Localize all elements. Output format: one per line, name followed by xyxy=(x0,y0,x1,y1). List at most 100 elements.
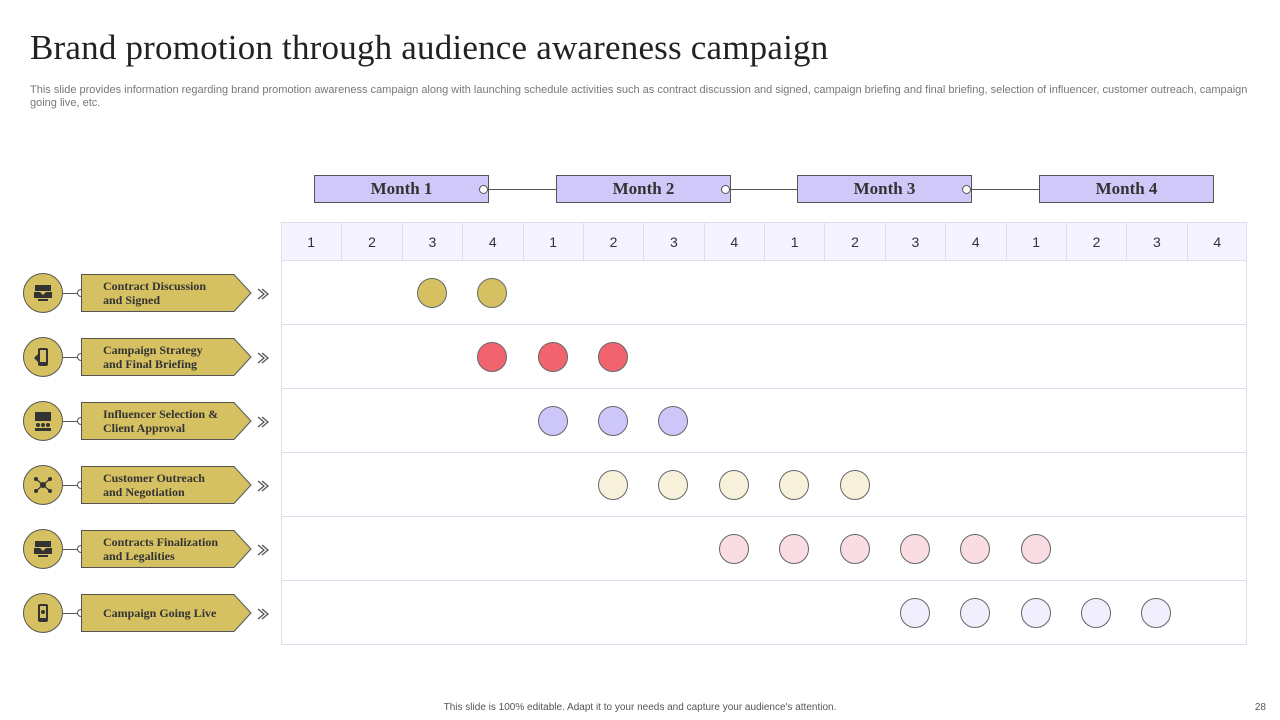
month-connector-line xyxy=(972,189,1039,190)
month-connector-dot xyxy=(479,185,488,194)
mobile-strategy-icon xyxy=(32,346,54,368)
week-number: 3 xyxy=(1126,222,1186,261)
schedule-dot xyxy=(477,278,508,308)
schedule-dot xyxy=(899,534,930,564)
activity-label: Campaign Going Live xyxy=(103,594,243,632)
slide-title: Brand promotion through audience awarene… xyxy=(30,28,829,67)
schedule-dot xyxy=(1141,598,1172,628)
week-number: 1 xyxy=(307,233,316,250)
week-number: 4 xyxy=(703,222,764,261)
handshake-icon xyxy=(32,282,54,304)
week-number: 2 xyxy=(341,222,401,261)
activity-label: Customer Outreach and Negotiation xyxy=(103,466,243,504)
activity-row xyxy=(281,325,1247,389)
schedule-dot xyxy=(658,470,689,500)
week-number: 3 xyxy=(884,222,945,261)
activity-label-tag: Customer Outreach and Negotiation xyxy=(81,466,252,504)
week-number: 2 xyxy=(1065,222,1126,261)
activity-connector-line xyxy=(63,613,81,614)
activity-label-tag: Campaign Going Live xyxy=(81,594,252,632)
schedule-dot xyxy=(598,342,629,372)
activity-connector-line xyxy=(63,421,81,422)
activity-row xyxy=(281,517,1247,581)
schedule-dot xyxy=(1081,598,1112,628)
week-number: 4 xyxy=(462,222,522,261)
activity-label: Contract Discussion and Signed xyxy=(103,274,243,312)
page-number: 28 xyxy=(1254,702,1266,713)
slide-footer: This slide is 100% editable. Adapt it to… xyxy=(443,702,837,713)
activity-connector-line xyxy=(63,357,81,358)
schedule-dot xyxy=(1020,534,1051,564)
month-connector-dot xyxy=(962,185,971,194)
mobile-live-icon xyxy=(32,602,54,624)
activity-label-line2: and Negotiation xyxy=(103,485,185,499)
month-connector-line xyxy=(731,189,797,190)
schedule-dot xyxy=(960,534,991,564)
activity-label-line2: and Final Briefing xyxy=(103,357,198,371)
activity-label-tag: Influencer Selection & Client Approval xyxy=(81,402,252,440)
activity-label: Contracts Finalization and Legalities xyxy=(103,530,243,568)
month-header: Month 1 xyxy=(314,175,489,203)
chevron-right-icon xyxy=(256,607,270,620)
week-number: 4 xyxy=(945,222,1005,261)
activity-label-line2: Client Approval xyxy=(103,421,186,435)
activity-label-line1: Campaign Strategy xyxy=(103,343,203,357)
month-header: Month 4 xyxy=(1039,175,1214,203)
week-number: 3 xyxy=(643,222,703,261)
week-number: 1 xyxy=(1005,222,1066,261)
week-number: 3 xyxy=(401,222,462,261)
activity-icon-badge xyxy=(23,529,63,569)
month-header: Month 2 xyxy=(556,175,731,203)
schedule-dot xyxy=(416,278,447,308)
activity-row xyxy=(281,453,1247,517)
month-header: Month 3 xyxy=(797,175,972,203)
activity-label-tag: Contract Discussion and Signed xyxy=(81,274,252,312)
activity-label-line1: Campaign Going Live xyxy=(103,606,217,620)
activity-connector-line xyxy=(63,293,81,294)
activity-icon-badge xyxy=(23,593,63,633)
week-number: 4 xyxy=(1186,222,1247,261)
activity-label-line1: Customer Outreach xyxy=(103,471,205,485)
activity-label-line1: Contract Discussion xyxy=(103,279,207,293)
activity-label-line2: and Signed xyxy=(103,293,161,307)
activity-label: Influencer Selection & Client Approval xyxy=(103,402,243,440)
activity-icon-badge xyxy=(23,337,63,377)
activity-label-line1: Influencer Selection & xyxy=(103,407,219,421)
schedule-dot xyxy=(598,470,629,500)
handshake-icon xyxy=(32,538,54,560)
slide-subtitle: This slide provides information regardin… xyxy=(30,84,1248,109)
week-number: 2 xyxy=(582,222,643,261)
activity-label-tag: Campaign Strategy and Final Briefing xyxy=(81,338,252,376)
activity-label-tag: Contracts Finalization and Legalities xyxy=(81,530,252,568)
chevron-right-icon xyxy=(256,287,270,300)
activity-label: Campaign Strategy and Final Briefing xyxy=(103,338,243,376)
schedule-dot xyxy=(658,406,689,436)
schedule-dot xyxy=(899,598,930,628)
activity-connector-line xyxy=(63,549,81,550)
activity-connector-line xyxy=(63,485,81,486)
month-connector-dot xyxy=(721,185,730,194)
schedule-dot xyxy=(718,534,749,564)
week-number: 1 xyxy=(522,222,583,261)
activity-icon-badge xyxy=(23,401,63,441)
activity-label-line2: and Legalities xyxy=(103,549,175,563)
schedule-dot xyxy=(477,342,508,372)
week-number: 1 xyxy=(764,222,824,261)
schedule-dot xyxy=(537,406,568,436)
month-connector-line xyxy=(489,189,556,190)
schedule-dot xyxy=(1020,598,1051,628)
schedule-dot xyxy=(839,534,870,564)
schedule-dot xyxy=(779,470,810,500)
team-presentation-icon xyxy=(32,410,54,432)
activity-icon-badge xyxy=(23,273,63,313)
activity-row xyxy=(281,389,1247,453)
chevron-right-icon xyxy=(256,543,270,556)
chevron-right-icon xyxy=(256,351,270,364)
schedule-dot xyxy=(960,598,991,628)
activity-label-line1: Contracts Finalization xyxy=(103,535,218,549)
schedule-dot xyxy=(839,470,870,500)
schedule-dot xyxy=(718,470,749,500)
chevron-right-icon xyxy=(256,415,270,428)
chevron-right-icon xyxy=(256,479,270,492)
schedule-dot xyxy=(537,342,568,372)
